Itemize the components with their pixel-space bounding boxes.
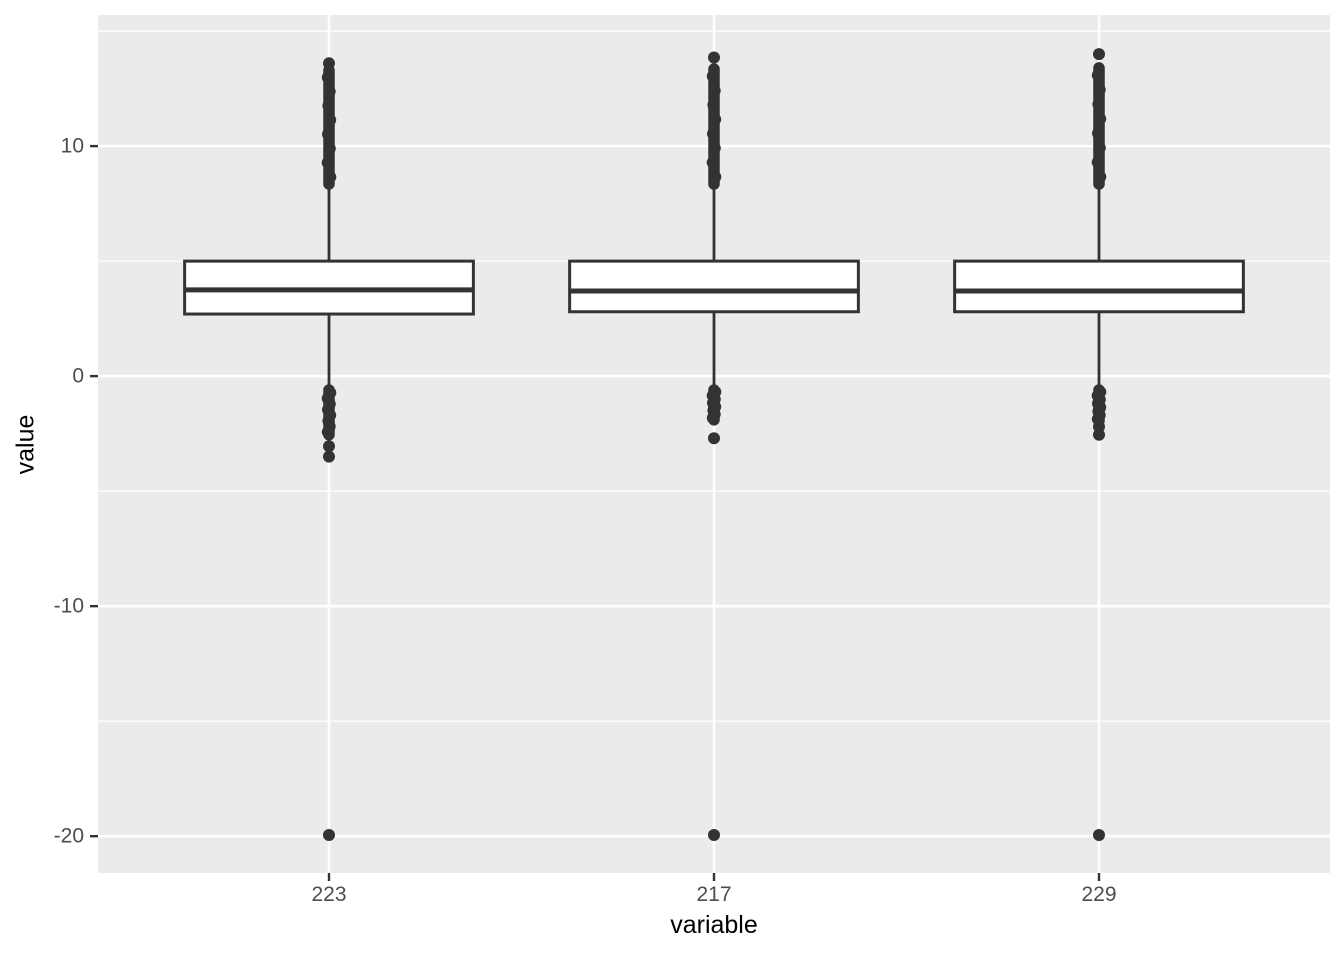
outlier-point — [1092, 98, 1104, 111]
outlier-point — [321, 71, 334, 84]
y-tick-label: -20 — [54, 825, 84, 848]
outlier-point — [1091, 156, 1104, 169]
outlier-point — [323, 57, 335, 70]
outlier-point — [1093, 428, 1105, 441]
outlier-point — [1094, 112, 1107, 125]
outlier-point — [708, 51, 720, 64]
outlier-point — [323, 829, 335, 842]
y-axis-title: value — [11, 414, 40, 474]
outlier-point — [1094, 83, 1106, 96]
x-tick-label: 217 — [696, 883, 731, 906]
outlier-point — [321, 156, 334, 169]
outlier-point — [1092, 127, 1104, 140]
x-axis-title: variable — [670, 911, 758, 939]
outlier-point — [323, 450, 335, 463]
outlier-point — [707, 127, 719, 140]
y-tick-label: 10 — [61, 135, 84, 158]
outlier-point — [708, 432, 720, 445]
outlier-point — [706, 156, 719, 169]
outlier-point — [706, 70, 719, 83]
outlier-point — [1094, 141, 1106, 154]
outlier-point — [708, 829, 720, 842]
outlier-point — [324, 114, 337, 126]
outlier-point — [709, 84, 721, 97]
x-tick-label: 223 — [311, 883, 346, 906]
outlier-point — [1091, 69, 1104, 81]
outlier-point — [324, 85, 336, 98]
outlier-point — [324, 142, 336, 155]
outlier-point — [706, 412, 719, 424]
outlier-point — [709, 171, 722, 183]
y-tick-label: -10 — [54, 595, 84, 618]
outlier-point — [1093, 48, 1105, 61]
outlier-point — [322, 128, 334, 141]
y-tick-label: 0 — [72, 365, 84, 388]
outlier-point — [1093, 829, 1105, 842]
outlier-point — [323, 440, 335, 453]
outlier-point — [322, 99, 335, 112]
outlier-point — [707, 99, 719, 111]
box-iqr — [953, 259, 1245, 314]
outlier-point — [1094, 171, 1107, 183]
box-iqr — [568, 259, 860, 314]
x-tick-label: 229 — [1081, 883, 1116, 906]
outlier-point — [709, 113, 722, 126]
outlier-point — [324, 171, 337, 183]
outlier-point — [709, 142, 721, 154]
outlier-point — [321, 426, 334, 438]
y-axis-title-container: value — [8, 15, 44, 873]
